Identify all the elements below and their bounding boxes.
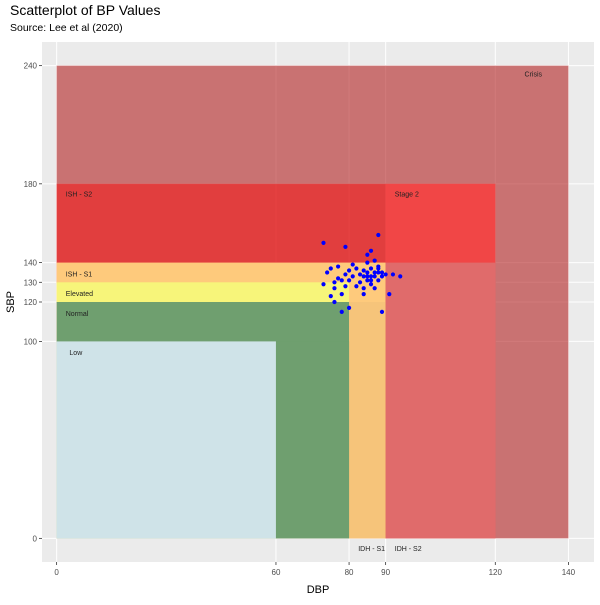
data-point [346,278,352,283]
region-label: IDH - S2 [395,546,422,553]
data-point [361,286,366,291]
data-point [321,282,326,287]
region-idh-s1-band [349,302,386,539]
data-point [350,274,355,279]
data-point [372,270,377,275]
data-point [339,278,344,283]
x-tick-label: 90 [381,568,390,577]
data-point [361,292,366,297]
data-point [368,278,374,283]
region-label: Elevated [66,291,93,298]
region-label: Crisis [525,72,543,79]
data-point [361,268,366,273]
y-tick-label: 140 [24,259,38,268]
data-point [390,272,396,277]
data-point [365,278,370,283]
region-label: ISH - S1 [66,271,93,278]
chart-title: Scatterplot of BP Values [10,2,161,18]
data-point [372,286,377,291]
data-point [336,276,341,281]
data-point [328,293,333,299]
data-point [379,309,385,314]
region-elevated [56,282,350,302]
data-point [325,270,330,275]
data-point [379,270,385,275]
data-point [398,274,403,279]
data-point [368,248,374,253]
y-tick-label: 240 [24,62,38,71]
y-tick-label: 180 [24,180,38,189]
region-normal-band [275,341,350,539]
data-point [365,270,370,275]
data-point [343,284,348,289]
data-point [387,292,392,297]
data-point [368,266,374,271]
x-tick-label: 140 [562,568,576,577]
data-point [383,272,388,277]
data-point [361,274,366,279]
data-point [354,266,359,271]
x-axis-title: DBP [307,584,330,596]
data-point [332,280,337,285]
y-tick-label: 100 [24,337,38,346]
data-point [357,280,363,285]
x-tick-label: 0 [54,568,59,577]
data-point [357,272,363,277]
x-tick-label: 60 [272,568,281,577]
data-point [343,244,348,249]
y-tick-label: 0 [33,534,38,543]
data-point [372,258,377,263]
y-axis-title: SBP [5,291,17,313]
region-label: Stage 2 [395,192,419,199]
region-label: Normal [66,311,89,318]
region-label: ISH - S2 [66,192,93,199]
data-point [365,260,370,265]
x-tick-label: 120 [489,568,503,577]
region-label: Low [69,350,83,357]
data-point [376,270,381,275]
region-low [56,341,276,539]
y-tick-label: 130 [24,278,38,287]
data-point [365,274,370,279]
chart-subtitle: Source: Lee et al (2020) [10,22,123,34]
data-point [365,252,370,257]
region-label: IDH - S1 [358,546,385,553]
region-idh-s2-band [385,262,496,539]
data-point [336,264,341,269]
data-point [321,240,326,246]
x-tick-label: 80 [345,568,354,577]
data-point [376,278,381,283]
data-point [379,274,385,279]
region-stage-2 [385,183,496,263]
data-point [354,284,359,289]
data-point [346,268,352,273]
data-point [372,274,377,279]
y-tick-label: 120 [24,298,38,307]
data-point [368,282,374,287]
data-point [343,272,348,277]
data-point [376,264,381,269]
data-point [332,299,337,305]
data-point [376,232,381,238]
data-point [346,305,352,311]
data-point [368,274,374,279]
data-point [350,262,355,267]
data-point [339,309,344,314]
data-point [339,292,344,297]
data-point [328,266,333,271]
data-point [332,286,337,291]
